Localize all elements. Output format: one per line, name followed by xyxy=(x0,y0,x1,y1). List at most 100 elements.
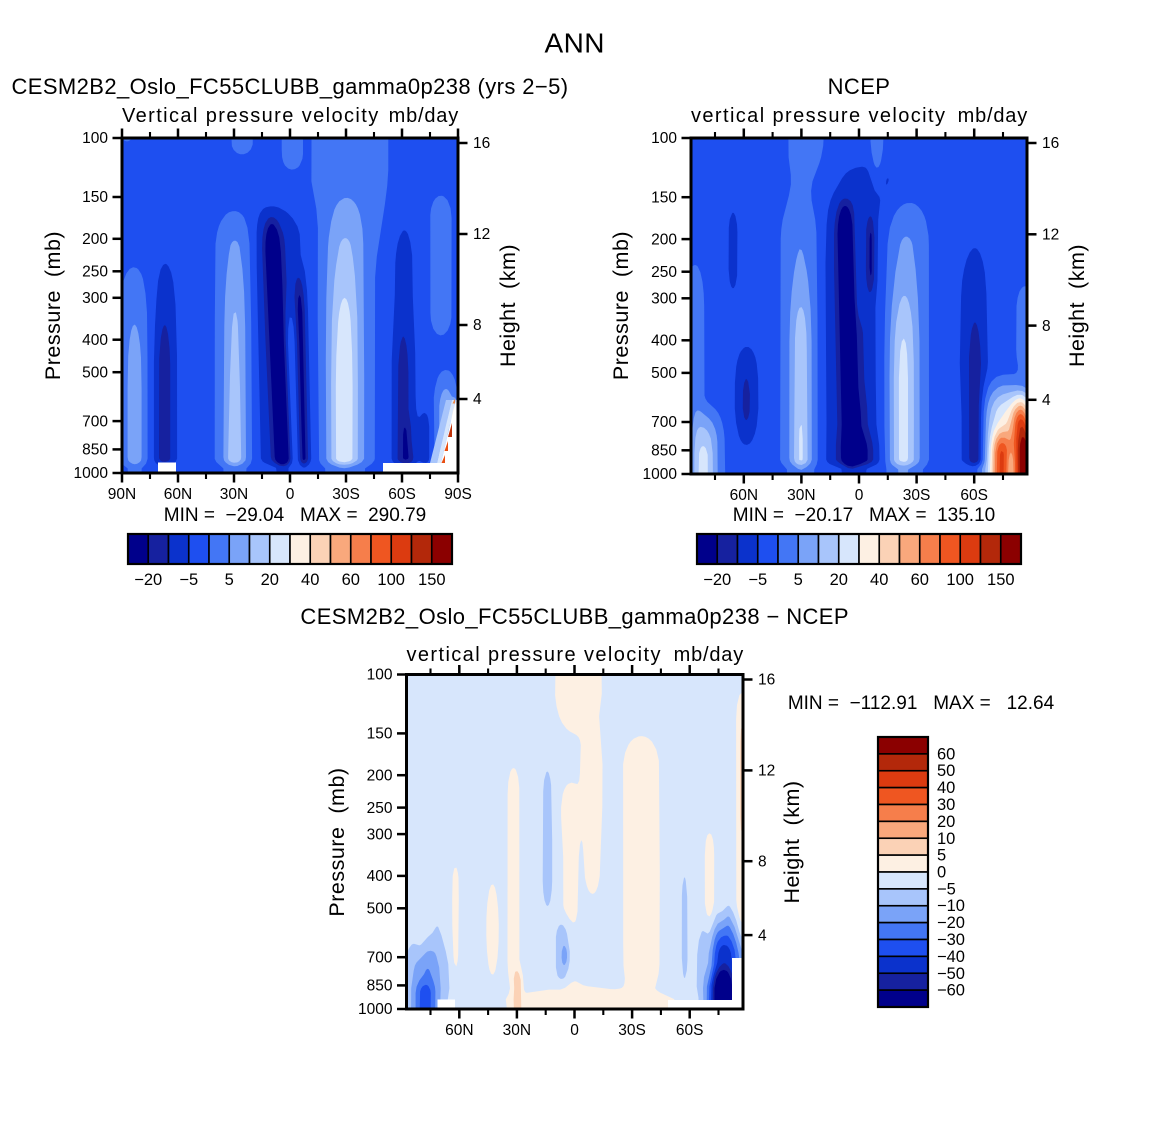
svg-text:Pressure (mb): Pressure (mb) xyxy=(41,231,65,380)
svg-text:−60: −60 xyxy=(937,982,965,1000)
svg-text:40: 40 xyxy=(937,779,955,797)
svg-text:vertical pressure velocity: vertical pressure velocity xyxy=(407,644,662,666)
svg-text:150: 150 xyxy=(418,571,446,589)
svg-text:−50: −50 xyxy=(937,965,965,983)
svg-text:60S: 60S xyxy=(960,487,988,504)
svg-text:12: 12 xyxy=(758,763,775,780)
svg-text:150: 150 xyxy=(367,726,393,743)
svg-text:Height (km): Height (km) xyxy=(496,244,520,367)
svg-text:Vertical pressure velocity: Vertical pressure velocity xyxy=(122,105,380,127)
svg-text:−5: −5 xyxy=(179,571,198,589)
svg-text:20: 20 xyxy=(937,813,955,831)
svg-text:16: 16 xyxy=(758,672,775,689)
svg-text:700: 700 xyxy=(651,414,677,431)
svg-text:200: 200 xyxy=(367,767,393,784)
svg-text:400: 400 xyxy=(651,333,677,350)
svg-text:1000: 1000 xyxy=(358,1001,393,1018)
svg-text:30S: 30S xyxy=(618,1022,646,1039)
svg-text:4: 4 xyxy=(473,391,482,408)
svg-text:300: 300 xyxy=(651,291,677,308)
svg-text:90S: 90S xyxy=(444,486,472,503)
svg-text:5: 5 xyxy=(225,571,234,589)
svg-text:200: 200 xyxy=(82,231,108,248)
svg-text:5: 5 xyxy=(937,847,946,865)
svg-text:60S: 60S xyxy=(388,486,416,503)
svg-text:MIN = −20.17 MAX = 135.10: MIN = −20.17 MAX = 135.10 xyxy=(733,505,995,526)
svg-text:400: 400 xyxy=(82,332,108,349)
svg-text:400: 400 xyxy=(367,868,393,885)
svg-text:MIN = −29.04 MAX = 290.79: MIN = −29.04 MAX = 290.79 xyxy=(164,505,426,526)
svg-text:100: 100 xyxy=(377,571,405,589)
svg-text:CESM2B2_Oslo_FC55CLUBB_gamma0p: CESM2B2_Oslo_FC55CLUBB_gamma0p238 − NCEP xyxy=(300,604,849,629)
svg-text:30: 30 xyxy=(937,796,955,814)
svg-text:30N: 30N xyxy=(220,486,248,503)
svg-text:4: 4 xyxy=(1042,392,1051,409)
svg-text:16: 16 xyxy=(1042,135,1059,152)
svg-text:−5: −5 xyxy=(937,880,956,898)
svg-text:30S: 30S xyxy=(903,487,931,504)
svg-text:150: 150 xyxy=(82,189,108,206)
svg-text:850: 850 xyxy=(82,442,108,459)
svg-text:mb/day: mb/day xyxy=(389,105,459,127)
svg-text:0: 0 xyxy=(570,1022,579,1039)
svg-text:−20: −20 xyxy=(134,571,162,589)
svg-text:30N: 30N xyxy=(503,1022,531,1039)
svg-text:10: 10 xyxy=(937,830,955,848)
svg-text:100: 100 xyxy=(651,130,677,147)
svg-text:90N: 90N xyxy=(108,486,136,503)
svg-text:60: 60 xyxy=(911,571,929,589)
svg-text:60S: 60S xyxy=(676,1022,704,1039)
svg-text:mb/day: mb/day xyxy=(958,105,1028,127)
svg-text:MIN = −112.91 MAX = 12.64: MIN = −112.91 MAX = 12.64 xyxy=(788,693,1055,714)
svg-text:60N: 60N xyxy=(730,487,758,504)
svg-text:0: 0 xyxy=(937,864,946,882)
svg-text:1000: 1000 xyxy=(643,466,678,483)
svg-text:500: 500 xyxy=(651,365,677,382)
svg-text:4: 4 xyxy=(758,927,767,944)
svg-text:−10: −10 xyxy=(937,897,965,915)
svg-text:ANN: ANN xyxy=(545,28,605,59)
svg-text:850: 850 xyxy=(367,978,393,995)
svg-text:30N: 30N xyxy=(787,487,815,504)
svg-text:8: 8 xyxy=(1042,318,1051,335)
svg-text:8: 8 xyxy=(473,317,482,334)
svg-text:0: 0 xyxy=(855,487,864,504)
svg-text:250: 250 xyxy=(651,264,677,281)
svg-text:12: 12 xyxy=(1042,227,1059,244)
svg-text:300: 300 xyxy=(82,290,108,307)
svg-text:850: 850 xyxy=(651,443,677,460)
svg-text:100: 100 xyxy=(367,667,393,684)
svg-text:30S: 30S xyxy=(332,486,360,503)
svg-text:NCEP: NCEP xyxy=(828,74,891,99)
svg-text:Height (km): Height (km) xyxy=(780,780,804,903)
svg-text:−5: −5 xyxy=(748,571,767,589)
svg-text:50: 50 xyxy=(937,762,955,780)
svg-text:−20: −20 xyxy=(703,571,731,589)
svg-text:16: 16 xyxy=(473,135,490,152)
svg-text:500: 500 xyxy=(82,364,108,381)
svg-text:5: 5 xyxy=(794,571,803,589)
svg-text:250: 250 xyxy=(82,264,108,281)
svg-text:60N: 60N xyxy=(164,486,192,503)
svg-text:12: 12 xyxy=(473,226,490,243)
svg-text:200: 200 xyxy=(651,231,677,248)
svg-text:60: 60 xyxy=(342,571,360,589)
svg-text:150: 150 xyxy=(651,189,677,206)
svg-text:Pressure (mb): Pressure (mb) xyxy=(609,231,633,380)
svg-text:40: 40 xyxy=(870,571,888,589)
svg-text:vertical pressure velocity: vertical pressure velocity xyxy=(691,105,946,127)
svg-text:300: 300 xyxy=(367,826,393,843)
svg-text:20: 20 xyxy=(261,571,279,589)
svg-text:150: 150 xyxy=(987,571,1015,589)
svg-text:Pressure (mb): Pressure (mb) xyxy=(325,767,349,916)
svg-text:8: 8 xyxy=(758,853,767,870)
svg-text:Height (km): Height (km) xyxy=(1065,244,1089,367)
svg-text:700: 700 xyxy=(367,949,393,966)
svg-text:mb/day: mb/day xyxy=(674,644,744,666)
svg-text:20: 20 xyxy=(830,571,848,589)
svg-text:CESM2B2_Oslo_FC55CLUBB_gamma0p: CESM2B2_Oslo_FC55CLUBB_gamma0p238 (yrs 2… xyxy=(11,74,568,99)
svg-text:0: 0 xyxy=(286,486,295,503)
svg-text:−30: −30 xyxy=(937,931,965,949)
svg-text:700: 700 xyxy=(82,413,108,430)
svg-text:100: 100 xyxy=(946,571,974,589)
